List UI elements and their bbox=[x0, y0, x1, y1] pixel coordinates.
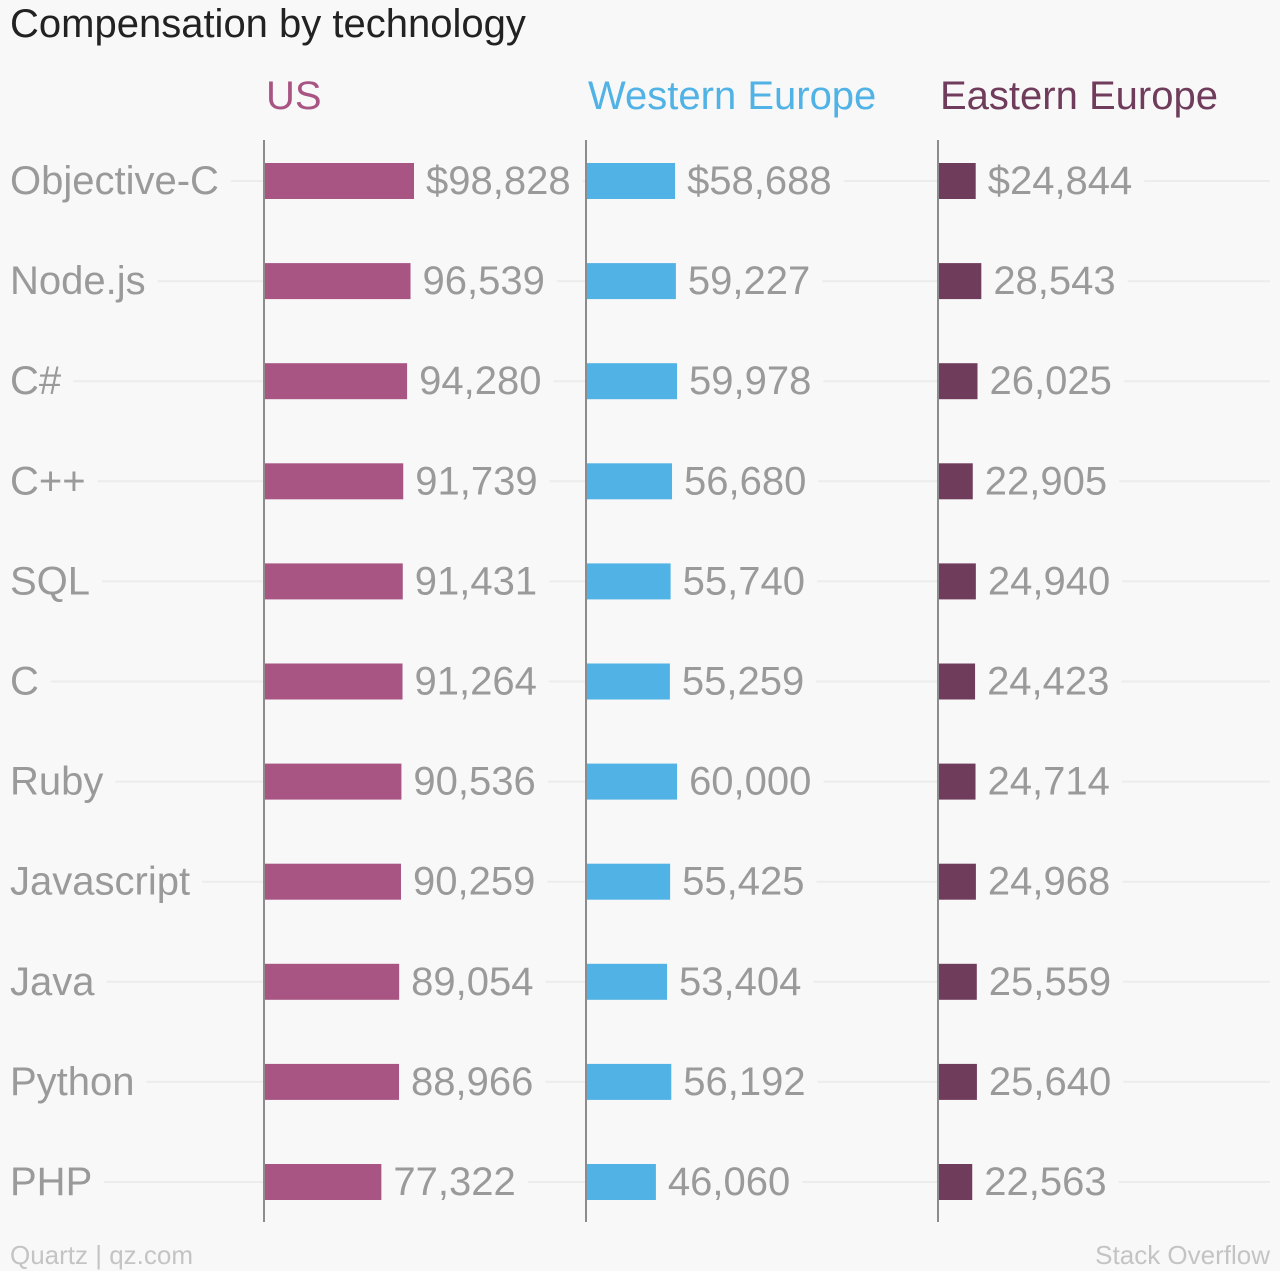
category-label: SQL bbox=[10, 559, 90, 603]
bar bbox=[586, 763, 678, 800]
value-label: 25,640 bbox=[989, 1060, 1111, 1104]
chart-title: Compensation by technology bbox=[10, 2, 526, 46]
bar bbox=[938, 363, 978, 400]
bar bbox=[938, 963, 977, 1000]
value-label: 91,264 bbox=[415, 660, 537, 704]
category-label: Ruby bbox=[10, 760, 103, 804]
bar bbox=[264, 1063, 400, 1100]
category-label: Objective-C bbox=[10, 159, 219, 203]
bar bbox=[938, 263, 982, 300]
value-label: 60,000 bbox=[689, 760, 811, 804]
value-label: 91,739 bbox=[415, 459, 537, 503]
value-label: 24,714 bbox=[988, 760, 1110, 804]
value-label: 56,680 bbox=[684, 459, 806, 503]
value-label: 88,966 bbox=[411, 1060, 533, 1104]
bar bbox=[938, 563, 976, 600]
source-credit: Quartz | qz.com bbox=[10, 1240, 194, 1270]
bar bbox=[586, 1063, 672, 1100]
bar bbox=[938, 863, 976, 900]
bar bbox=[264, 363, 408, 400]
value-label: 90,259 bbox=[413, 860, 535, 904]
series-header: Eastern Europe bbox=[940, 74, 1218, 118]
bar bbox=[586, 563, 671, 600]
value-label: $58,688 bbox=[687, 159, 832, 203]
value-label: 91,431 bbox=[415, 559, 537, 603]
value-label: 22,905 bbox=[985, 459, 1107, 503]
bar bbox=[264, 463, 404, 500]
bar bbox=[938, 763, 976, 800]
series-header: Western Europe bbox=[588, 74, 876, 118]
bar bbox=[264, 863, 401, 900]
value-label: 89,054 bbox=[411, 960, 533, 1004]
value-label: 24,968 bbox=[988, 860, 1110, 904]
bar bbox=[938, 463, 973, 500]
bar bbox=[264, 663, 403, 700]
value-label: 56,192 bbox=[683, 1060, 805, 1104]
bar bbox=[586, 463, 673, 500]
value-label: $24,844 bbox=[988, 159, 1133, 203]
value-label: 55,740 bbox=[683, 559, 805, 603]
value-label: 96,539 bbox=[423, 259, 545, 303]
value-label: 59,227 bbox=[688, 259, 810, 303]
value-label: 22,563 bbox=[984, 1160, 1106, 1204]
bar bbox=[264, 763, 402, 800]
bar bbox=[264, 263, 411, 300]
series-header: US bbox=[266, 74, 322, 118]
category-label: Node.js bbox=[10, 259, 146, 303]
bar-chart: Objective-C Node.js C# C++ SQL C Ruby Javascrip… bbox=[10, 74, 1270, 1222]
bar bbox=[938, 663, 976, 700]
bar bbox=[586, 263, 676, 300]
value-label: 24,940 bbox=[988, 559, 1110, 603]
value-label: 59,978 bbox=[689, 359, 811, 403]
value-label: 25,559 bbox=[989, 960, 1111, 1004]
category-label: C++ bbox=[10, 459, 86, 503]
category-label: C bbox=[10, 660, 39, 704]
value-label: 46,060 bbox=[668, 1160, 790, 1204]
category-label: C# bbox=[10, 359, 62, 403]
bar bbox=[586, 963, 668, 1000]
bar bbox=[586, 663, 670, 700]
category-label: Javascript bbox=[10, 860, 190, 904]
bar bbox=[938, 1063, 977, 1100]
value-label: 26,025 bbox=[990, 359, 1112, 403]
category-label: Python bbox=[10, 1060, 135, 1104]
bar bbox=[264, 963, 400, 1000]
value-label: 55,425 bbox=[682, 860, 804, 904]
bar bbox=[586, 363, 678, 400]
bar bbox=[938, 163, 976, 199]
bar bbox=[264, 1164, 382, 1200]
category-label: Java bbox=[10, 960, 95, 1004]
value-label: 90,536 bbox=[413, 760, 535, 804]
bar bbox=[264, 563, 403, 600]
value-label: 55,259 bbox=[682, 660, 804, 704]
bar bbox=[586, 1164, 656, 1200]
bar bbox=[586, 163, 676, 199]
bar bbox=[264, 163, 414, 199]
data-credit: Stack Overflow bbox=[1095, 1240, 1270, 1270]
value-label: $98,828 bbox=[426, 159, 571, 203]
value-label: 94,280 bbox=[419, 359, 541, 403]
bar bbox=[938, 1164, 973, 1200]
value-label: 28,543 bbox=[993, 259, 1115, 303]
category-label: PHP bbox=[10, 1160, 92, 1204]
bar bbox=[586, 863, 671, 900]
value-label: 24,423 bbox=[987, 660, 1109, 704]
value-label: 53,404 bbox=[679, 960, 801, 1004]
value-label: 77,322 bbox=[393, 1160, 515, 1204]
